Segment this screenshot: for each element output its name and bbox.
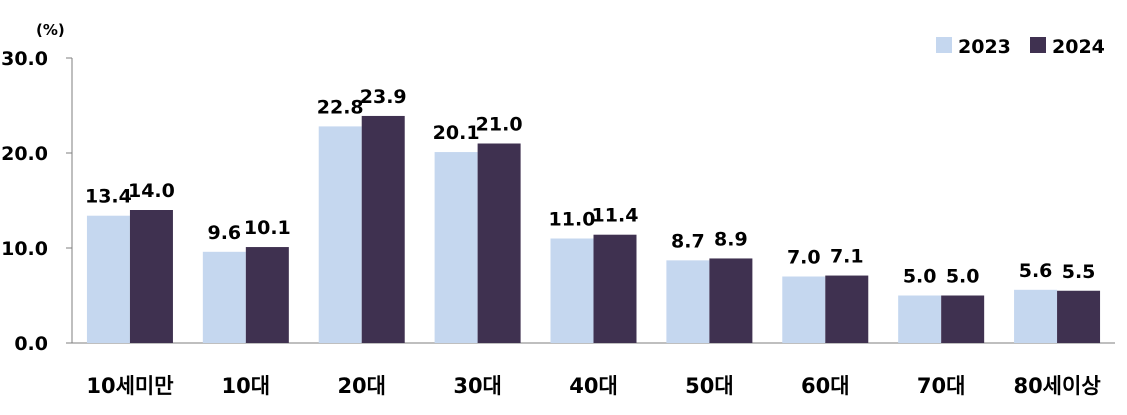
data-label-2024: 5.0 bbox=[946, 266, 980, 288]
x-tick-label: 20대 bbox=[337, 374, 386, 398]
bar-2024 bbox=[941, 295, 985, 343]
data-label-2023: 22.8 bbox=[317, 96, 364, 118]
x-tick-label: 30대 bbox=[453, 374, 502, 398]
y-unit-label: (%) bbox=[36, 21, 65, 39]
bars bbox=[86, 115, 1101, 344]
data-labels: 13.414.0 9.6 10.1 22.823.9 20.121.0 11.011.4 8… bbox=[85, 86, 1095, 288]
x-tick-label: 70대 bbox=[917, 374, 966, 398]
bar-2023 bbox=[434, 152, 478, 343]
data-label-2023: 13.4 bbox=[85, 186, 132, 208]
bar-2024 bbox=[593, 234, 637, 343]
legend-label-2023: 2023 bbox=[958, 36, 1011, 58]
legend: 2023 2024 bbox=[936, 36, 1105, 58]
bar-2023 bbox=[666, 260, 710, 343]
data-label-2024: 10.1 bbox=[244, 217, 291, 239]
data-label-2023: 7.0 bbox=[787, 247, 821, 269]
legend-swatch-2024 bbox=[1030, 37, 1046, 53]
bar-2024 bbox=[361, 115, 405, 343]
bar-2024 bbox=[129, 210, 173, 343]
y-tick-label: 30.0 bbox=[1, 48, 48, 70]
legend-swatch-2023 bbox=[936, 37, 952, 53]
bar-2024 bbox=[1057, 290, 1101, 343]
x-tick-label: 40대 bbox=[569, 374, 618, 398]
x-tick-label: 80세이상 bbox=[1013, 374, 1100, 398]
data-label-2023: 8.7 bbox=[671, 230, 705, 252]
y-tick-label: 0.0 bbox=[14, 333, 48, 355]
data-label-2024: 23.9 bbox=[360, 86, 407, 108]
legend-label-2024: 2024 bbox=[1052, 36, 1105, 58]
data-label-2024: 7.1 bbox=[830, 246, 864, 268]
data-label-2024: 21.0 bbox=[476, 114, 523, 136]
y-tick-label: 20.0 bbox=[1, 143, 48, 165]
x-tick-label: 10대 bbox=[222, 374, 271, 398]
y-tick-label: 10.0 bbox=[1, 238, 48, 260]
bar-2024 bbox=[245, 247, 289, 343]
bar-2023 bbox=[318, 126, 362, 344]
x-tick-label: 60대 bbox=[801, 374, 850, 398]
data-label-2023: 5.6 bbox=[1019, 260, 1053, 282]
bar-2024 bbox=[709, 258, 753, 343]
bar-2024 bbox=[477, 143, 521, 343]
data-label-2024: 14.0 bbox=[128, 180, 175, 202]
bar-2023 bbox=[86, 215, 130, 343]
bar-2024 bbox=[825, 275, 869, 343]
data-label-2023: 11.0 bbox=[549, 209, 596, 231]
bar-2023 bbox=[202, 251, 246, 343]
x-tick-label: 10세미만 bbox=[86, 374, 173, 398]
data-label-2023: 5.0 bbox=[903, 266, 937, 288]
bar-2023 bbox=[782, 276, 826, 343]
data-label-2024: 11.4 bbox=[592, 205, 639, 227]
bar-2023 bbox=[898, 295, 942, 343]
x-tick-label: 50대 bbox=[685, 374, 734, 398]
data-label-2024: 8.9 bbox=[714, 228, 748, 250]
data-label-2023: 9.6 bbox=[207, 222, 241, 244]
data-label-2023: 20.1 bbox=[433, 122, 480, 144]
bar-2023 bbox=[1014, 289, 1058, 343]
axes: 0.0 10.0 20.0 30.0 10세미만 10대 20대 30대 40대 50대 60대 70… bbox=[1, 48, 1115, 398]
bar-2023 bbox=[550, 238, 594, 343]
data-label-2024: 5.5 bbox=[1062, 261, 1096, 283]
